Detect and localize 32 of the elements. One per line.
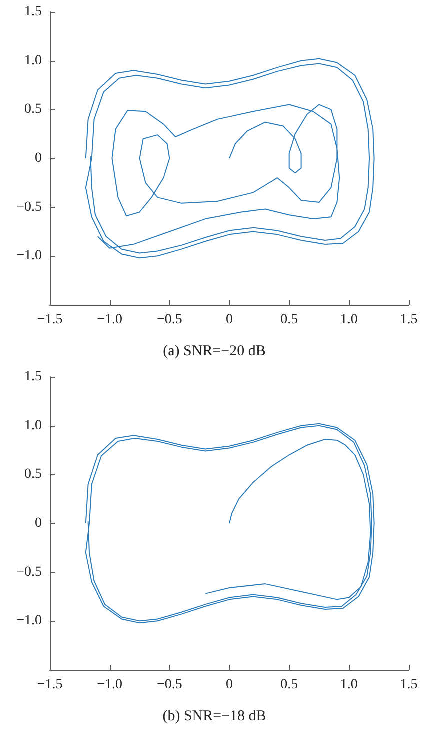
y-tick-label: 0 [35,516,42,531]
text: (b) SNR=−18 dB [162,708,266,724]
line-series [85,423,375,624]
y-tick-label: −1.0 [16,248,42,264]
x-tick-label: 0.5 [280,312,298,328]
y-tick-label: −1.0 [16,614,42,629]
line-series [85,58,375,259]
x-tick-label: −1.5 [37,312,63,328]
line-series [205,439,372,600]
x-tick-label: 1.0 [340,678,358,692]
x-tick-label: −1.0 [97,312,123,328]
x-tick-label: 0 [226,678,233,692]
y-tick-label: 0 [35,151,42,166]
x-tick-label: −0.5 [156,678,182,692]
x-tick-label: 0 [226,312,233,328]
x-tick-label: 1.5 [400,312,418,328]
y-tick-label: 1.5 [24,370,42,384]
line-series [97,104,340,249]
x-tick-label: 1.5 [400,678,418,692]
y-tick-label: 1.5 [24,4,42,20]
x-tick-label: −0.5 [156,312,182,328]
y-tick-label: −0.5 [16,200,42,215]
x-tick-label: 0.5 [280,678,298,692]
y-tick-label: 1.0 [24,53,42,68]
text: (a) SNR=−20 dB [163,344,266,360]
x-tick-label: 1.0 [340,312,358,328]
x-tick-label: −1.5 [37,678,63,692]
y-tick-label: −0.5 [16,564,42,580]
x-tick-label: −1.0 [97,678,123,692]
y-tick-label: 1.0 [24,418,42,434]
y-tick-label: 0.5 [24,467,42,482]
y-tick-label: 0.5 [24,102,42,118]
